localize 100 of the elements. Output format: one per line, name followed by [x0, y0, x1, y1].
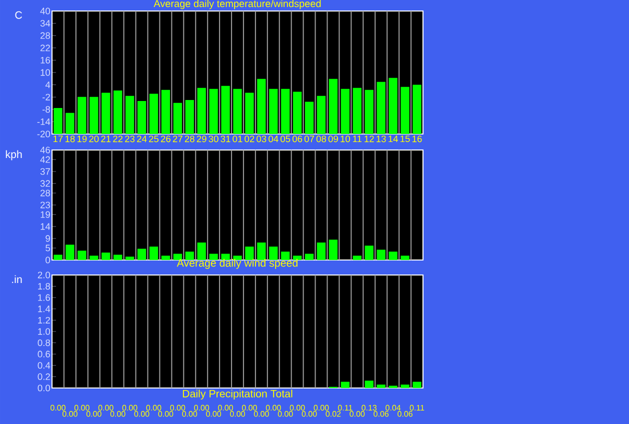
y-tick-label: -20 — [37, 130, 50, 138]
data-label: 0.00 — [74, 404, 90, 411]
y-tick-label: 28 — [40, 32, 50, 39]
data-label: 0.00 — [50, 404, 66, 411]
data-label: 0.00 — [122, 404, 138, 411]
data-label: 0.00 — [254, 411, 269, 417]
data-label: 0.00 — [194, 404, 210, 411]
y-axis-title: C — [15, 11, 22, 19]
y-tick-label: 16 — [40, 56, 50, 64]
bar — [149, 94, 158, 134]
bar — [364, 246, 374, 260]
y-tick-label: 0.8 — [38, 339, 50, 346]
y-tick-label: 1.0 — [38, 328, 50, 335]
data-label: 0.00 — [242, 404, 257, 411]
bar — [114, 90, 122, 134]
bar — [340, 88, 350, 134]
bar — [376, 82, 386, 134]
data-label: 0.02 — [326, 411, 341, 417]
bar — [209, 88, 218, 134]
bar — [305, 102, 314, 134]
bar — [173, 254, 182, 260]
x-tick-label: 03 — [256, 136, 266, 142]
y-tick-label: 9 — [46, 235, 50, 242]
chart-title: Average daily temperature/windspeed — [154, 0, 321, 10]
data-label: 0.04 — [386, 404, 401, 411]
x-tick-label: 02 — [244, 136, 254, 142]
y-tick-label: 10 — [40, 69, 50, 76]
bar — [185, 252, 194, 260]
bar — [137, 248, 146, 260]
y-tick-label: 0.2 — [38, 373, 50, 380]
data-label: 0.00 — [146, 404, 162, 411]
x-tick-label: 12 — [364, 136, 374, 142]
data-label: 0.00 — [62, 411, 78, 417]
y-axis-title: .in — [12, 275, 22, 283]
bar — [257, 242, 266, 260]
bar — [328, 78, 338, 134]
bar — [400, 384, 410, 388]
x-tick-label: 31 — [220, 136, 230, 142]
bar — [293, 256, 302, 260]
bar — [269, 246, 278, 260]
data-label: 0.00 — [230, 411, 245, 417]
data-label: 0.00 — [158, 411, 174, 417]
y-tick-label: -14 — [37, 118, 50, 125]
bar — [364, 90, 374, 134]
data-label: 0.00 — [278, 411, 293, 417]
x-tick-label: 19 — [77, 136, 87, 142]
bar — [293, 92, 302, 134]
bar — [66, 112, 74, 134]
bar — [185, 100, 194, 134]
y-tick-label: 0 — [46, 256, 50, 264]
bar — [78, 250, 86, 260]
data-label: 0.11 — [338, 404, 352, 411]
y-tick-label: 42 — [40, 156, 50, 163]
bar — [340, 382, 350, 388]
bar — [173, 102, 182, 134]
x-axis-title: Average daily wind speed — [176, 258, 298, 269]
bar — [412, 84, 422, 134]
data-label: 0.00 — [110, 411, 126, 417]
y-tick-label: 0.0 — [38, 384, 50, 392]
x-tick-label: 30 — [208, 136, 218, 142]
data-label: 0.00 — [134, 411, 150, 417]
y-tick-label: -2 — [42, 94, 50, 100]
bar — [388, 78, 398, 134]
data-label: 0.00 — [350, 411, 365, 417]
y-tick-label: 1.8 — [38, 282, 50, 290]
bar — [316, 96, 326, 134]
bar — [221, 254, 230, 260]
data-label: 0.00 — [86, 411, 102, 417]
bar — [352, 88, 362, 134]
y-tick-label: 5 — [46, 244, 50, 252]
y-tick-label: 28 — [40, 190, 50, 196]
bar — [281, 88, 290, 134]
bar — [364, 380, 374, 388]
x-tick-label: 13 — [376, 136, 386, 142]
x-tick-label: 06 — [292, 136, 302, 142]
x-tick-label: 04 — [268, 136, 278, 142]
bar — [54, 108, 62, 134]
bar — [149, 246, 158, 260]
x-tick-label: 08 — [316, 136, 326, 142]
y-tick-label: 37 — [40, 168, 50, 175]
bar — [125, 96, 134, 134]
x-axis-title: Daily Precipitation Total — [182, 390, 292, 400]
bar — [257, 78, 266, 134]
x-tick-label: 25 — [149, 136, 159, 142]
x-tick-label: 23 — [125, 136, 135, 142]
y-tick-label: 14 — [40, 223, 50, 230]
x-tick-label: 22 — [113, 136, 123, 142]
x-tick-label: 11 — [353, 136, 362, 142]
bar — [376, 250, 386, 260]
data-label: 0.06 — [374, 411, 389, 417]
bar — [125, 256, 134, 260]
data-label: 0.00 — [314, 404, 329, 411]
bar — [352, 256, 362, 260]
y-tick-label: 46 — [40, 146, 50, 154]
x-tick-label: 07 — [304, 136, 314, 142]
bar — [245, 246, 254, 260]
bar — [376, 384, 386, 388]
bar — [161, 256, 170, 260]
y-tick-label: 34 — [40, 20, 50, 27]
x-tick-label: 16 — [412, 136, 422, 142]
